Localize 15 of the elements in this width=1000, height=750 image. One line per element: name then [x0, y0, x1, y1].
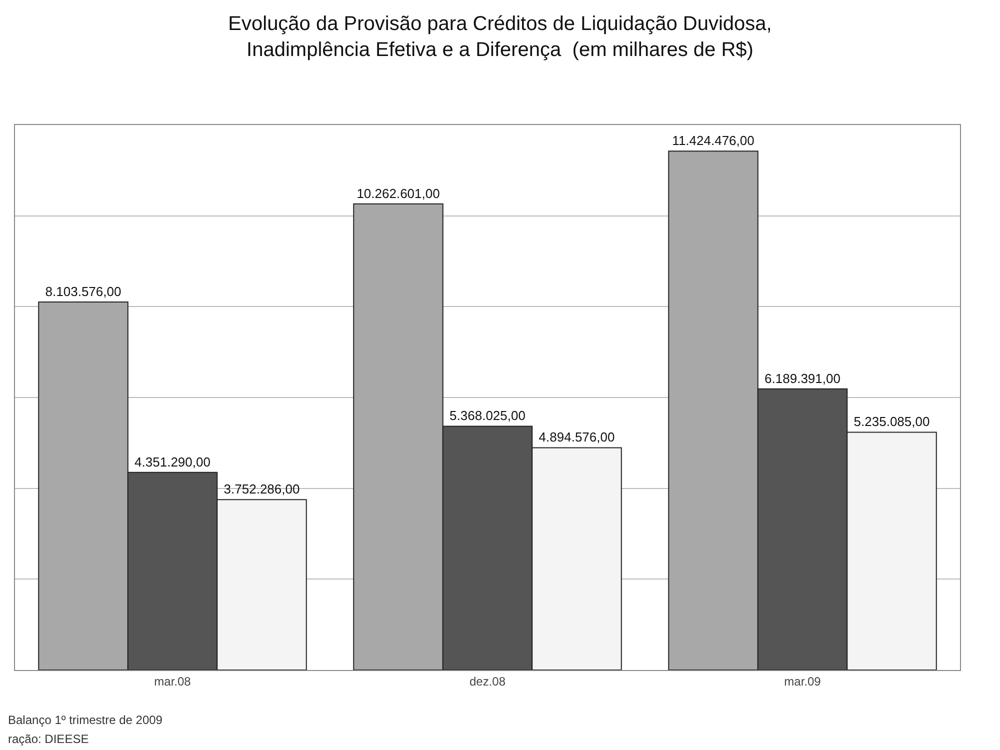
- x-tick-label: dez.08: [469, 674, 506, 688]
- data-label: 4.351.290,00: [134, 454, 210, 470]
- x-tick-label: mar.08: [154, 674, 192, 688]
- data-label: 5.368.025,00: [450, 408, 526, 424]
- data-label: 10.262.601,00: [356, 186, 440, 201]
- data-label: 11.424.476,00: [672, 133, 754, 148]
- x-tick-label: mar.09: [784, 674, 822, 688]
- data-label: 6.189.391,00: [764, 370, 840, 386]
- data-label: 3.752.286,00: [224, 482, 300, 497]
- data-label: 4.894.576,00: [538, 430, 615, 445]
- data-label: 5.235.085,00: [854, 414, 930, 430]
- text: ração: DIEESE: [8, 732, 89, 746]
- text: Balanço 1º trimestre de 2009: [8, 713, 163, 727]
- chart-title: Evolução da Provisão para Créditos de Liquidação Duvidosa, Inadimplência Efetiva e a Diferença (em milhares de R$): [228, 13, 772, 61]
- data-label: 8.103.576,00: [45, 284, 122, 299]
